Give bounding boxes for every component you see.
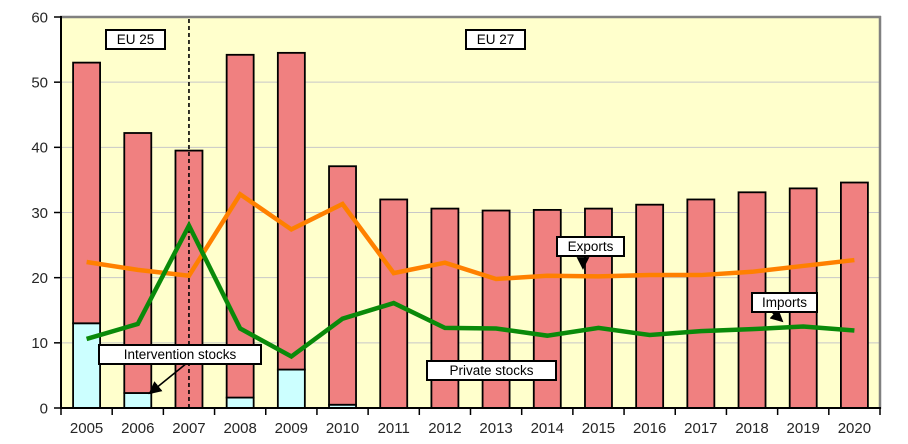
x-axis-labels: 2005 2006 2007 2008 2009 2010 2011 2012 2013 2014… xyxy=(70,420,871,437)
label-private-stocks: Private stocks xyxy=(426,360,557,381)
x-label-2015: 2015 xyxy=(582,420,615,437)
x-label-2018: 2018 xyxy=(735,420,768,437)
y-axis-labels: 0 10 20 30 40 50 60 xyxy=(31,9,48,417)
intervention-stocks-arrow xyxy=(148,362,188,395)
line-series-group xyxy=(85,191,855,360)
exports-line xyxy=(86,191,855,282)
x-label-2012: 2012 xyxy=(428,420,461,437)
bar-2017-private-stocks xyxy=(686,198,716,409)
x-label-2014: 2014 xyxy=(531,420,564,437)
bars-group xyxy=(72,51,869,409)
label-eu27: EU 27 xyxy=(465,29,526,50)
y-tick-label-20: 20 xyxy=(31,270,48,287)
bar-2009-intervention-stocks xyxy=(276,368,306,409)
x-label-2019: 2019 xyxy=(787,420,820,437)
x-label-2011: 2011 xyxy=(378,420,410,437)
y-tick-label-10: 10 xyxy=(31,335,48,352)
y-tick-label-60: 60 xyxy=(31,9,48,26)
label-eu25: EU 25 xyxy=(105,29,166,50)
x-label-2016: 2016 xyxy=(633,420,666,437)
x-label-2006: 2006 xyxy=(121,420,154,437)
bar-2008-intervention-stocks xyxy=(225,396,255,409)
bar-2005-private-stocks xyxy=(72,61,101,325)
x-label-2010: 2010 xyxy=(326,420,359,437)
x-label-2017: 2017 xyxy=(684,420,717,437)
y-tick-label-0: 0 xyxy=(40,400,48,417)
label-exports: Exports xyxy=(556,236,625,257)
x-label-2008: 2008 xyxy=(223,420,256,437)
x-label-2007: 2007 xyxy=(172,420,205,437)
axis-ticks xyxy=(54,16,881,415)
x-label-2020: 2020 xyxy=(838,420,871,437)
label-intervention-stocks: Intervention stocks xyxy=(98,344,262,365)
y-tick-label-50: 50 xyxy=(31,74,48,91)
bar-2016-private-stocks xyxy=(635,203,665,409)
imports-line xyxy=(85,220,855,360)
bar-2006-intervention-stocks xyxy=(123,392,153,409)
bar-2009-private-stocks xyxy=(276,51,306,371)
bar-2020-private-stocks xyxy=(840,181,869,409)
bar-2008-private-stocks xyxy=(225,53,255,399)
x-label-2005: 2005 xyxy=(70,420,103,437)
y-tick-label-30: 30 xyxy=(31,205,48,222)
x-label-2013: 2013 xyxy=(479,420,512,437)
y-tick-label-40: 40 xyxy=(31,140,48,157)
x-label-2009: 2009 xyxy=(275,420,308,437)
label-imports: Imports xyxy=(751,292,818,313)
